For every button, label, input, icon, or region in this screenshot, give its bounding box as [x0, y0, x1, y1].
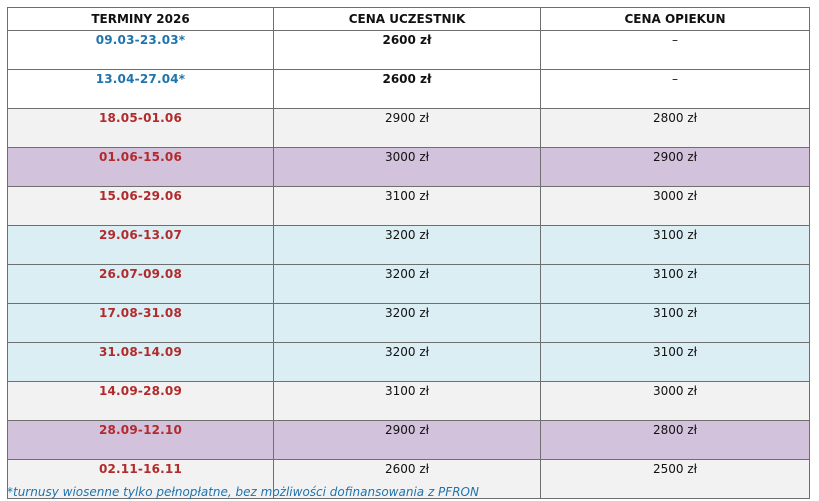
- row-date: 26.07-09.08: [7, 264, 274, 304]
- row-participant-price: 2900 zł: [273, 108, 541, 148]
- row-date: 01.06-15.06: [7, 147, 274, 187]
- row-date: 02.11-16.11: [7, 459, 274, 499]
- table-row: 13.04-27.04* 2600 zł –: [7, 69, 810, 109]
- row-caregiver-price: 3100 zł: [540, 264, 810, 304]
- table-row: 28.09-12.10 2900 zł 2800 zł: [7, 420, 810, 460]
- row-caregiver-price: –: [540, 30, 810, 70]
- row-caregiver-price: 3000 zł: [540, 381, 810, 421]
- header-dates: TERMINY 2026: [7, 7, 274, 31]
- footnote: *turnusy wiosenne tylko pełnopłatne, bez…: [7, 485, 479, 499]
- table-row: 02.11-16.11 2600 zł 2500 zł: [7, 459, 810, 499]
- table-header: TERMINY 2026 CENA UCZESTNIK CENA OPIEKUN: [7, 7, 810, 31]
- row-caregiver-price: 2900 zł: [540, 147, 810, 187]
- table-row: 15.06-29.06 3100 zł 3000 zł: [7, 186, 810, 226]
- header-participant-price: CENA UCZESTNIK: [273, 7, 541, 31]
- row-participant-price: 3100 zł: [273, 186, 541, 226]
- row-participant-price: 2900 zł: [273, 420, 541, 460]
- table-row: 31.08-14.09 3200 zł 3100 zł: [7, 342, 810, 382]
- table-row: 26.07-09.08 3200 zł 3100 zł: [7, 264, 810, 304]
- table-row: 09.03-23.03* 2600 zł –: [7, 30, 810, 70]
- row-participant-price: 3200 zł: [273, 342, 541, 382]
- row-participant-price: 3100 zł: [273, 381, 541, 421]
- table-row: 01.06-15.06 3000 zł 2900 zł: [7, 147, 810, 187]
- header-caregiver-price: CENA OPIEKUN: [540, 7, 810, 31]
- row-date: 14.09-28.09: [7, 381, 274, 421]
- header-row: TERMINY 2026 CENA UCZESTNIK CENA OPIEKUN: [7, 7, 810, 31]
- row-participant-price: 3200 zł: [273, 264, 541, 304]
- row-date: 09.03-23.03*: [7, 30, 274, 70]
- row-participant-price: 3200 zł: [273, 303, 541, 343]
- row-participant-price: 2600 zł: [273, 459, 541, 499]
- row-participant-price: 2600 zł: [273, 30, 541, 70]
- row-date: 13.04-27.04*: [7, 69, 274, 109]
- row-date: 15.06-29.06: [7, 186, 274, 226]
- row-caregiver-price: 3000 zł: [540, 186, 810, 226]
- table-row: 18.05-01.06 2900 zł 2800 zł: [7, 108, 810, 148]
- row-date: 28.09-12.10: [7, 420, 274, 460]
- row-date: 31.08-14.09: [7, 342, 274, 382]
- row-participant-price: 3000 zł: [273, 147, 541, 187]
- row-caregiver-price: –: [540, 69, 810, 109]
- row-date: 18.05-01.06: [7, 108, 274, 148]
- row-caregiver-price: 2800 zł: [540, 108, 810, 148]
- table-row: 14.09-28.09 3100 zł 3000 zł: [7, 381, 810, 421]
- row-participant-price: 2600 zł: [273, 69, 541, 109]
- table-row: 29.06-13.07 3200 zł 3100 zł: [7, 225, 810, 265]
- row-caregiver-price: 3100 zł: [540, 342, 810, 382]
- row-caregiver-price: 2500 zł: [540, 459, 810, 499]
- price-table: TERMINY 2026 CENA UCZESTNIK CENA OPIEKUN…: [7, 7, 810, 499]
- row-date: 29.06-13.07: [7, 225, 274, 265]
- row-caregiver-price: 3100 zł: [540, 225, 810, 265]
- row-participant-price: 3200 zł: [273, 225, 541, 265]
- table-row: 17.08-31.08 3200 zł 3100 zł: [7, 303, 810, 343]
- row-caregiver-price: 2800 zł: [540, 420, 810, 460]
- row-caregiver-price: 3100 zł: [540, 303, 810, 343]
- table-body: 09.03-23.03* 2600 zł – 13.04-27.04* 2600…: [7, 30, 810, 499]
- row-date: 17.08-31.08: [7, 303, 274, 343]
